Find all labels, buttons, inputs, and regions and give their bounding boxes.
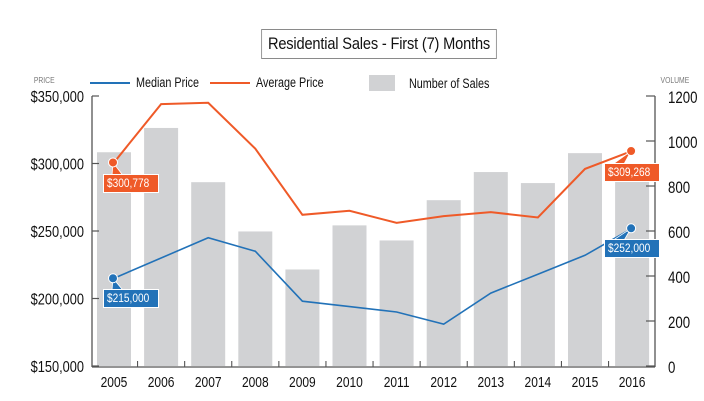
legend-item-average-price: Average Price [210, 75, 341, 90]
bar-number-of-sales-2007 [191, 182, 226, 366]
x-tick-label: 2005 [101, 374, 128, 391]
bar-number-of-sales-2012 [426, 200, 461, 366]
legend-item-median-price: Median Price [90, 75, 215, 90]
left-tick-label: $300,000 [31, 156, 84, 174]
legend-line-average-icon [210, 81, 250, 84]
right-tick-label: 1000 [668, 134, 697, 153]
bar-number-of-sales-2008 [238, 231, 273, 366]
x-tick-label: 2012 [430, 374, 457, 391]
bar-number-of-sales-2010 [332, 225, 367, 366]
data-label-median-price-2005: $215,000 [103, 289, 159, 309]
line-median-price [113, 227, 633, 326]
data-label-text: $252,000 [608, 243, 651, 256]
data-label-text: $300,778 [107, 178, 150, 191]
data-label-average-price-2016: $309,268 [604, 162, 660, 182]
data-point-marker [626, 145, 637, 156]
bar-number-of-sales-2013 [473, 172, 508, 366]
right-tick-label: 200 [668, 314, 690, 333]
right-tick-label: 1200 [668, 89, 697, 108]
right-tick-label: 600 [668, 224, 690, 243]
data-point-marker [108, 157, 118, 168]
x-tick-label: 2007 [195, 374, 222, 391]
x-tick-label: 2008 [242, 374, 269, 391]
x-tick-label: 2011 [384, 374, 410, 391]
legend-label-average-price: Average Price [256, 75, 324, 90]
left-tick-label: $350,000 [31, 89, 84, 107]
legend-line-median-icon [90, 81, 130, 84]
left-axis-label: PRICE [33, 76, 55, 85]
left-tick-label: $150,000 [31, 359, 84, 377]
chart-title-text: Residential Sales - First (7) Months [267, 34, 491, 53]
data-label-text: $215,000 [107, 293, 150, 306]
data-label-average-price-2005: $300,778 [103, 174, 159, 194]
right-axis-label: VOLUME [660, 76, 690, 85]
legend-item-number-of-sales: Number of Sales [369, 75, 510, 91]
legend-label-median-price: Median Price [136, 75, 200, 90]
bar-number-of-sales-2009 [285, 269, 320, 366]
left-tick-label: $200,000 [31, 291, 84, 309]
x-tick-label: 2014 [525, 374, 552, 391]
x-tick-label: 2015 [572, 374, 599, 391]
legend-swatch-sales-icon [369, 75, 395, 91]
x-tick-label: 2013 [477, 374, 504, 391]
bar-number-of-sales-2016 [615, 163, 650, 366]
bar-number-of-sales-2006 [144, 127, 179, 366]
x-tick-label: 2010 [336, 374, 363, 391]
data-label-median-price-2016: $252,000 [604, 239, 660, 259]
left-tick-label: $250,000 [31, 224, 84, 242]
bar-number-of-sales-2011 [379, 240, 414, 366]
x-tick-label: 2006 [148, 374, 175, 391]
line-average-price [113, 101, 633, 224]
data-label-text: $309,268 [608, 166, 651, 179]
chart-title: Residential Sales - First (7) Months [261, 29, 497, 59]
data-point-marker [108, 273, 118, 284]
right-tick-label: 0 [668, 359, 675, 378]
x-tick-label: 2009 [289, 374, 316, 391]
x-tick-label: 2016 [619, 374, 646, 391]
data-point-marker [626, 223, 637, 234]
legend-label-number-of-sales: Number of Sales [409, 75, 490, 91]
right-tick-label: 800 [668, 179, 690, 198]
right-tick-label: 400 [668, 269, 690, 288]
